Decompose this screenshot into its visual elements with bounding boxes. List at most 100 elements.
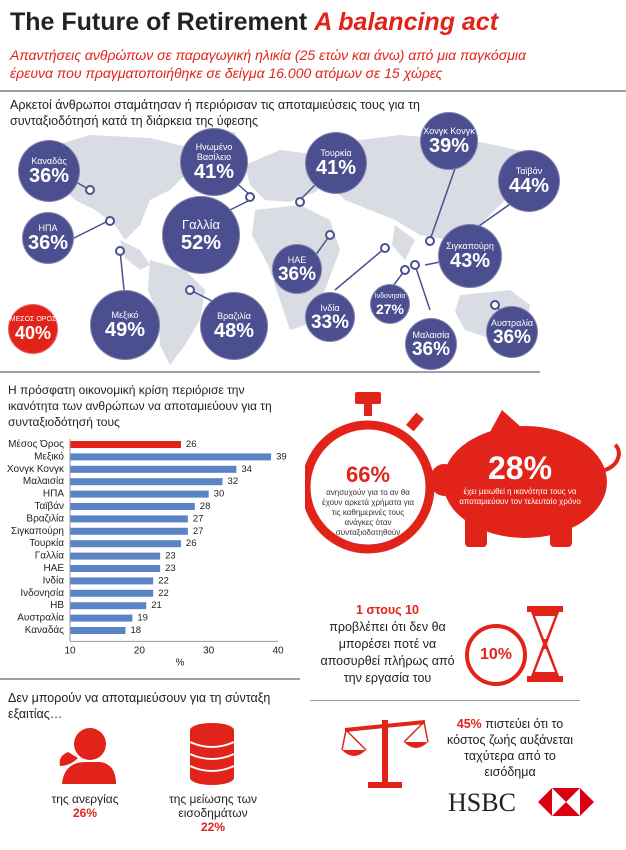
bar-value-label: 23 [165,551,176,562]
bar [70,490,209,498]
bar-label: Μέσος Όρος [8,438,64,450]
bubble-mexico: Μεξικό 49% [90,290,160,360]
bubble-average: ΜΕΣΟΣ ΟΡΟΣ 40% [8,304,58,354]
subtitle: Απαντήσεις ανθρώπων σε παραγωγική ηλικία… [10,47,526,81]
hsbc-logo [538,788,594,816]
one-in-ten-block: 1 στους 10 προβλέπει ότι δεν θα μπορέσει… [320,602,455,687]
bar-label: Σιγκαπούρη [11,525,64,537]
bubble-brazil: Βραζιλία 48% [200,292,268,360]
bubble-indonesia: Ινδονησία 27% [370,284,410,324]
bubble-canada: Καναδάς 36% [18,140,80,202]
bar-value-label: 22 [158,575,169,586]
title-main: The Future of Retirement [10,8,308,36]
unemployment-block: της ανεργίας 26% [30,792,140,820]
bar [70,540,181,548]
bar [70,527,188,535]
bubble-hongkong: Χονγκ Κονγκ 39% [420,112,478,170]
bar-value-label: 27 [193,513,204,524]
bar-value-label: 39 [276,451,287,462]
map-heading: Αρκετοί άνθρωποι σταμάτησαν ή περιόρισαν… [10,98,420,128]
bar [70,478,223,486]
one-in-ten-text: προβλέπει ότι δεν θα μπορέσει ποτέ να απ… [320,620,455,685]
bar [70,577,154,585]
piggy-text: έχει μειωθεί η ικανότητα τους να αποταμι… [459,487,581,506]
bar-value-label: 22 [158,588,169,599]
bubble-malaysia: Μαλαισία 36% [405,318,457,370]
piggy-value: 28% [487,450,553,486]
chart-heading: Η πρόσφατη οικονομική κρίση περιόρισε τη… [8,383,272,429]
map-marker-mexico [115,246,125,256]
income-block: της μείωσης των εισοδημάτων 22% [158,792,268,834]
hsbc-wordmark: HSBC [448,788,516,817]
x-tick-label: 10 [64,645,76,656]
bar [70,515,188,523]
map-marker-malaysia [410,260,420,270]
bar [70,552,161,560]
bar-value-label: 27 [193,526,204,537]
unemployment-value: 26% [72,806,98,820]
hourglass-icon [527,606,563,682]
bubble-uk: Ηνωμένο Βασίλειο 41% [180,128,248,196]
bar-label: Καναδάς [25,624,64,636]
bubble-taiwan: Ταϊβάν 44% [498,150,560,212]
divider-bottom [0,678,300,680]
divider-middle [0,371,540,373]
bar [70,602,147,610]
map-marker-india [380,243,390,253]
bar [70,589,154,597]
bar-label: ΗΠΑ [43,489,64,500]
bar-label: Αυστραλία [17,612,64,624]
bar-label: Ινδονησία [20,587,64,599]
x-tick-label: 20 [134,645,146,656]
hourglass-circle: 10% [465,624,527,686]
hourglass-value: 10% [479,646,513,663]
bar-label: ΗΒ [50,600,64,611]
stopwatch-icon [305,392,435,554]
unemployment-label: της ανεργίας [51,792,119,806]
stopwatch-value: 66% [345,462,391,487]
title-accent: A balancing act [314,8,499,36]
bar-value-label: 28 [200,501,211,512]
bar-chart: Μέσος Όρος 26 Μεξικό 39 Χονγκ Κονγκ 34 Μαλαισί… [7,438,287,668]
stopwatch-text: ανησυχούν για το αν θα έχουν αρκετά χρήμ… [322,488,414,537]
piggy-text-block: 28% έχει μειωθεί η ικανότητα τους να απο… [450,450,590,507]
cost-text: πιστεύει ότι το κόστος ζωής αυξάνεται τα… [447,717,573,779]
bar-value-label: 23 [165,563,176,574]
divider-top [0,90,626,92]
map-marker-turkey [295,197,305,207]
bar-value-label: 34 [241,464,252,475]
bar-value-label: 30 [214,489,225,500]
x-tick-label: 30 [203,645,215,656]
bar-value-label: 32 [228,476,239,487]
map-marker-indonesia [400,265,410,275]
bar-value-label: 18 [130,625,141,636]
bubble-uae: ΗΑΕ 36% [272,244,322,294]
map-marker-hongkong [425,236,435,246]
coins-icon [189,723,235,785]
bubble-usa: ΗΠΑ 36% [22,212,74,264]
bar-label: Γαλλία [35,550,65,562]
stopwatch-text-block: 66% ανησυχούν για το αν θα έχουν αρκετά … [318,462,418,538]
bubble-india: Ινδία 33% [305,292,355,342]
cost-value: 45% [456,717,482,731]
bar-value-label: 19 [137,613,148,624]
bar-label: Ταϊβάν [34,500,64,512]
bar [70,465,237,473]
map-marker-usa [105,216,115,226]
bar-label: Ινδία [43,574,65,586]
bar [70,565,161,572]
bar-label: Μεξικό [34,450,64,462]
bar-value-label: 21 [151,600,162,611]
bubble-france: Γαλλία 52% [162,196,240,274]
income-value: 22% [200,820,226,834]
bar [70,441,181,448]
bar [70,627,126,634]
bar-label: ΗΑΕ [43,563,64,574]
bar [70,503,195,510]
map-marker-uk [245,192,255,202]
page-title: The Future of Retirement A balancing act [10,8,498,37]
bottom-heading: Δεν μπορούν να αποταμιεύσουν για τη σύντ… [8,691,271,721]
bar-value-label: 26 [186,439,197,450]
bubble-singapore: Σιγκαπούρη 43% [438,224,502,288]
bar-label: Χονγκ Κονγκ [7,464,65,475]
